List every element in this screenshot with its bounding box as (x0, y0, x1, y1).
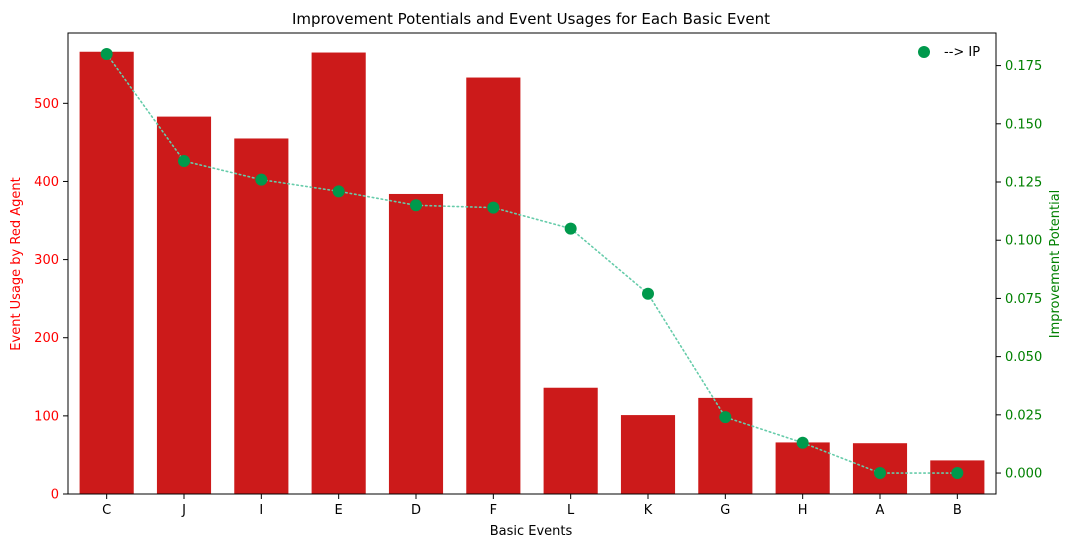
y-right-tick-label: 0.150 (1005, 117, 1042, 132)
bars-layer (79, 51, 985, 495)
y-axis-left-label: Event Usage by Red Agent (9, 177, 24, 350)
ip-point-E (332, 185, 345, 198)
bar-H (775, 442, 830, 494)
x-tick-label: K (644, 503, 653, 518)
ip-point-F (487, 201, 500, 214)
ip-line (105, 53, 959, 474)
x-tick-label: J (181, 503, 186, 518)
x-tick-label: H (798, 503, 808, 518)
legend: --> IP (918, 45, 980, 60)
ip-point-K (642, 287, 654, 300)
x-tick-label: B (953, 503, 962, 518)
x-tick-label: E (335, 503, 343, 518)
bar-J (156, 116, 212, 494)
ip-point-L (564, 222, 577, 235)
x-tick-label: I (259, 503, 263, 518)
y-right-tick-label: 0.050 (1005, 350, 1042, 365)
ip-point-D (410, 199, 422, 212)
x-axis-label: Basic Events (490, 524, 573, 539)
bar-D (388, 193, 444, 494)
bar-K (620, 415, 676, 494)
y-right-tick-label: 0.075 (1005, 292, 1042, 307)
ip-point-I (255, 173, 268, 186)
y-right-tick-label: 0.025 (1005, 408, 1042, 423)
legend-marker (918, 46, 930, 58)
y-left-tick-label: 400 (34, 175, 59, 190)
bar-F (466, 77, 521, 494)
y-left-tick-label: 300 (34, 253, 59, 268)
y-right-tick-label: 0.100 (1005, 234, 1042, 249)
ip-point-C (100, 47, 113, 60)
bar-I (234, 138, 289, 495)
legend-label: --> IP (944, 45, 980, 60)
x-tick-label: A (876, 503, 885, 518)
plot-frame (67, 32, 997, 495)
x-tick-label: F (490, 503, 497, 518)
bar-C (79, 51, 134, 495)
y-left-tick-label: 100 (34, 409, 59, 424)
y-axis-right-label: Improvement Potential (1048, 190, 1063, 339)
chart-title: Improvement Potentials and Event Usages … (292, 10, 770, 28)
x-tick-label: L (567, 503, 575, 518)
x-tick-label: C (102, 503, 111, 518)
ip-point-B (951, 467, 964, 480)
bar-L (543, 387, 598, 494)
y-right-tick-label: 0.175 (1005, 59, 1042, 74)
bar-E (311, 52, 366, 494)
y-left-tick-label: 500 (34, 97, 59, 112)
y-right-tick-label: 0.125 (1005, 176, 1042, 191)
ip-point-J (178, 155, 190, 168)
ip-point-H (796, 436, 809, 449)
ip-line-layer (100, 47, 964, 480)
ip-point-A (874, 467, 886, 480)
y-axis-right: 0.000 0.025 0.050 0.075 0.100 0.125 0.150 0.175 (996, 59, 1042, 482)
y-left-tick-label: 0 (51, 488, 59, 503)
x-tick-label: G (720, 503, 730, 518)
y-axis-left: 0 100 200 300 400 500 (34, 97, 68, 503)
x-tick-label: D (411, 503, 421, 518)
y-left-tick-label: 200 (34, 331, 59, 346)
y-right-tick-label: 0.000 (1005, 467, 1042, 482)
ip-point-G (719, 411, 732, 424)
